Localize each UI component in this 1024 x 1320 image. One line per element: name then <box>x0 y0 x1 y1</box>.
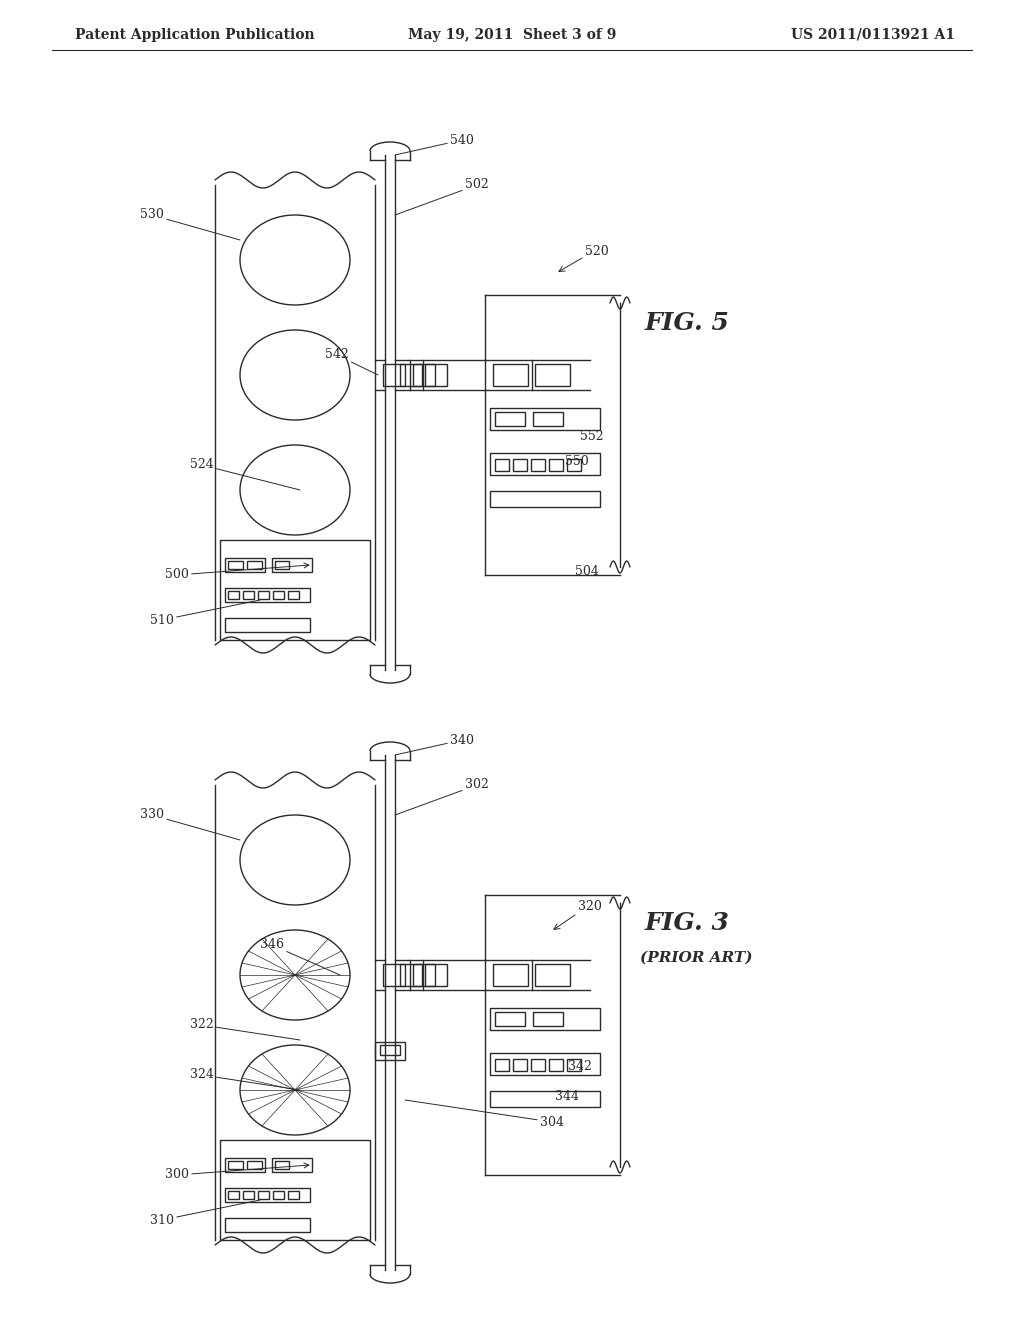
Text: 540: 540 <box>395 133 474 154</box>
Bar <box>493 364 528 385</box>
Bar <box>425 364 447 385</box>
Bar <box>228 561 243 569</box>
Bar <box>225 618 310 632</box>
Bar <box>490 1092 600 1107</box>
Bar <box>247 561 262 569</box>
Bar <box>273 591 284 599</box>
Bar <box>490 408 600 430</box>
Text: 500: 500 <box>165 562 309 582</box>
Bar <box>535 364 570 385</box>
Bar <box>247 1162 262 1170</box>
Text: FIG. 3: FIG. 3 <box>645 911 730 935</box>
Bar <box>531 459 545 471</box>
Bar <box>400 364 422 385</box>
Text: 324: 324 <box>190 1068 300 1090</box>
Bar <box>490 1008 600 1030</box>
Bar <box>228 1162 243 1170</box>
Text: US 2011/0113921 A1: US 2011/0113921 A1 <box>791 28 955 42</box>
Bar <box>490 453 600 475</box>
Text: 342: 342 <box>568 1060 592 1073</box>
Bar <box>228 591 239 599</box>
Bar <box>275 1162 289 1170</box>
Text: 344: 344 <box>555 1090 579 1104</box>
Text: 542: 542 <box>325 348 378 375</box>
Bar <box>413 364 435 385</box>
Bar <box>513 459 527 471</box>
Bar <box>272 558 312 572</box>
Bar <box>220 1140 370 1239</box>
Text: Patent Application Publication: Patent Application Publication <box>75 28 314 42</box>
Text: 322: 322 <box>190 1019 300 1040</box>
Text: 346: 346 <box>260 939 340 975</box>
Bar <box>490 1053 600 1074</box>
Bar <box>273 1191 284 1199</box>
Text: 502: 502 <box>395 178 488 215</box>
Bar <box>375 1041 406 1060</box>
Text: 320: 320 <box>578 900 602 913</box>
Bar <box>495 1059 509 1071</box>
Bar <box>225 1218 310 1232</box>
Bar <box>531 1059 545 1071</box>
Bar <box>288 591 299 599</box>
Text: 302: 302 <box>395 779 488 814</box>
Text: 524: 524 <box>190 458 300 490</box>
Bar <box>413 964 435 986</box>
Bar <box>243 1191 254 1199</box>
Bar <box>275 561 289 569</box>
Bar <box>534 1012 563 1026</box>
Bar <box>225 587 310 602</box>
Bar <box>493 964 528 986</box>
Text: 340: 340 <box>395 734 474 755</box>
Bar <box>513 1059 527 1071</box>
Bar <box>425 964 447 986</box>
Bar <box>534 412 563 426</box>
Bar <box>272 1158 312 1172</box>
Bar <box>490 491 600 507</box>
Bar <box>258 591 269 599</box>
Bar <box>258 1191 269 1199</box>
Bar <box>549 1059 563 1071</box>
Text: (PRIOR ART): (PRIOR ART) <box>640 950 753 965</box>
Bar <box>243 591 254 599</box>
Bar <box>383 964 406 986</box>
Text: 310: 310 <box>150 1200 260 1226</box>
Bar <box>228 1191 239 1199</box>
Bar <box>495 459 509 471</box>
Text: 300: 300 <box>165 1163 309 1181</box>
Bar <box>535 964 570 986</box>
Text: May 19, 2011  Sheet 3 of 9: May 19, 2011 Sheet 3 of 9 <box>408 28 616 42</box>
Text: 520: 520 <box>585 246 608 257</box>
Bar <box>225 1158 265 1172</box>
Bar <box>400 964 422 986</box>
Text: 510: 510 <box>150 601 260 627</box>
Bar <box>495 412 525 426</box>
Text: 330: 330 <box>140 808 240 840</box>
Bar <box>288 1191 299 1199</box>
Text: 550: 550 <box>565 455 589 469</box>
Text: 504: 504 <box>575 565 599 578</box>
Bar <box>549 459 563 471</box>
Bar <box>495 1012 525 1026</box>
Bar <box>225 1188 310 1203</box>
Text: 530: 530 <box>140 209 240 240</box>
Text: 552: 552 <box>580 430 603 444</box>
Bar <box>220 540 370 640</box>
Bar <box>567 459 581 471</box>
Bar <box>567 1059 581 1071</box>
Bar <box>383 364 406 385</box>
Bar <box>225 558 265 572</box>
Text: FIG. 5: FIG. 5 <box>645 312 730 335</box>
Text: 304: 304 <box>406 1100 564 1129</box>
Bar <box>380 1045 400 1055</box>
